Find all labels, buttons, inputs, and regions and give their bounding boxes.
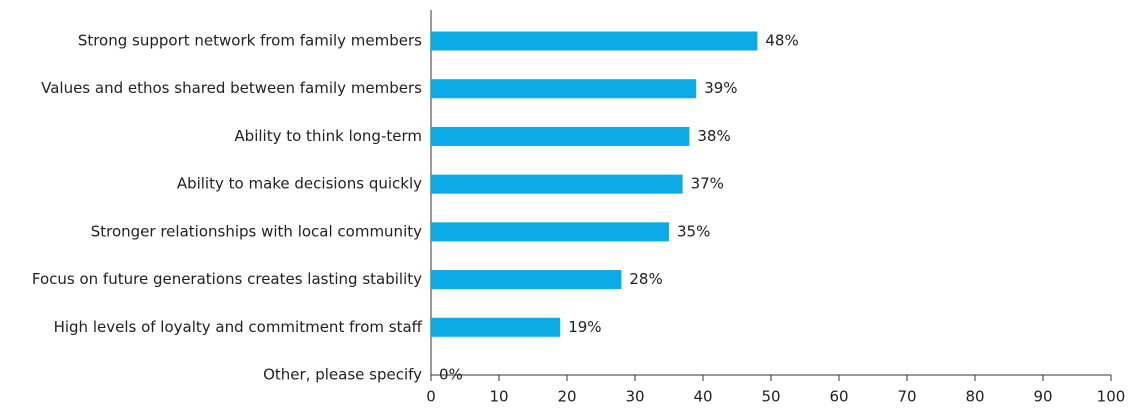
- bar: [431, 79, 697, 99]
- bar: [431, 31, 758, 51]
- value-label: 48%: [765, 32, 798, 50]
- bar: [431, 174, 683, 194]
- bar: [431, 270, 622, 290]
- value-label: 28%: [629, 270, 662, 288]
- x-tick-label: 50: [761, 388, 780, 406]
- y-tick-label: Ability to make decisions quickly: [177, 175, 422, 193]
- bar: [431, 126, 690, 146]
- bar: [431, 222, 669, 242]
- x-tick-label: 100: [1097, 388, 1126, 406]
- value-label: 35%: [677, 222, 710, 240]
- x-tick-label: 10: [489, 388, 508, 406]
- y-tick-label: Other, please specify: [263, 366, 422, 384]
- x-tick-label: 90: [1033, 388, 1052, 406]
- value-label: 39%: [704, 79, 737, 97]
- y-tick-label: Values and ethos shared between family m…: [41, 79, 422, 97]
- value-label: 19%: [568, 318, 601, 336]
- y-tick-label: Strong support network from family membe…: [78, 32, 422, 50]
- x-tick-label: 20: [557, 388, 576, 406]
- value-label: 37%: [691, 175, 724, 193]
- y-tick-label: Stronger relationships with local commun…: [91, 222, 422, 240]
- y-tick-label: Focus on future generations creates last…: [32, 270, 422, 288]
- x-tick-label: 70: [897, 388, 916, 406]
- value-label: 38%: [697, 127, 730, 145]
- bar: [431, 317, 561, 337]
- x-tick-label: 30: [625, 388, 644, 406]
- value-label: 0%: [439, 366, 463, 384]
- y-tick-label: High levels of loyalty and commitment fr…: [54, 318, 423, 336]
- x-tick-label: 60: [829, 388, 848, 406]
- x-tick-label: 40: [693, 388, 712, 406]
- x-tick-label: 0: [426, 388, 436, 406]
- x-tick-label: 80: [965, 388, 984, 406]
- y-tick-label: Ability to think long-term: [234, 127, 422, 145]
